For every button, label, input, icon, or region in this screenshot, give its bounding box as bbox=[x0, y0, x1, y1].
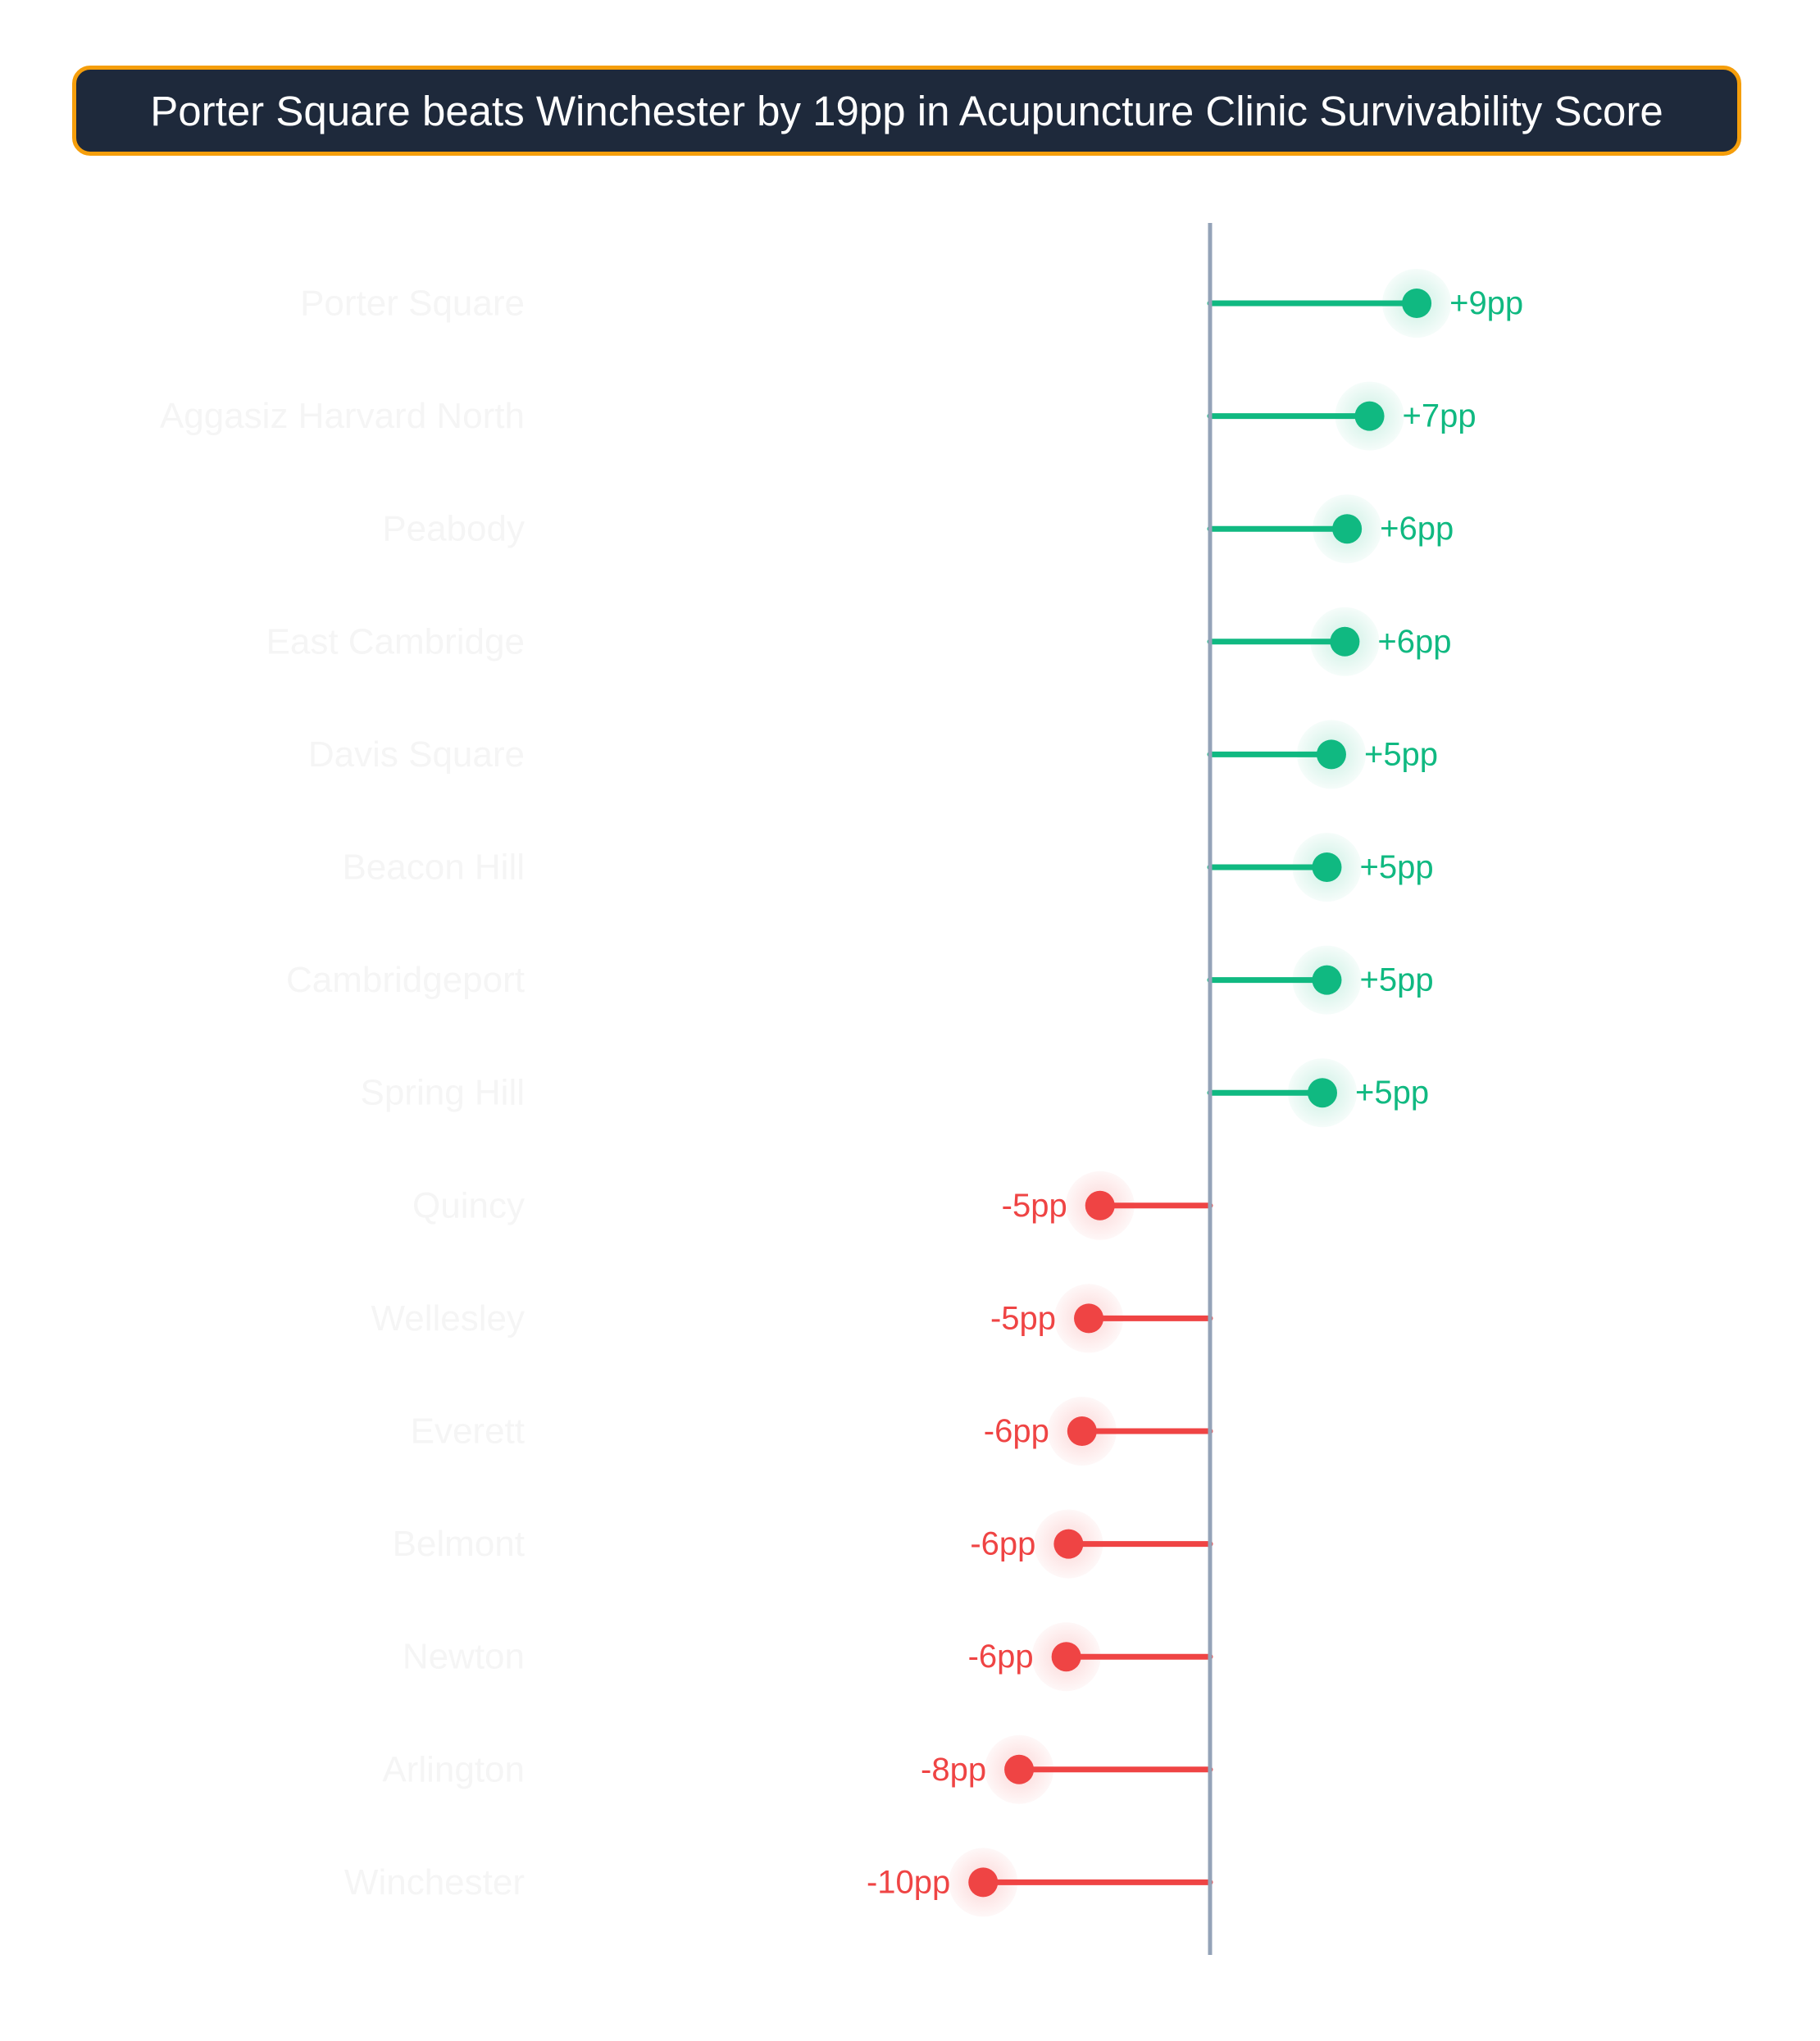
value-label: +9pp bbox=[1449, 285, 1523, 321]
category-label: Everett bbox=[411, 1411, 525, 1452]
lollipop-dot bbox=[1332, 514, 1363, 544]
category-label: Spring Hill bbox=[360, 1073, 525, 1113]
value-label: -6pp bbox=[970, 1526, 1035, 1562]
category-label: Wellesley bbox=[371, 1298, 525, 1339]
chart-marks: Porter Square Aggasiz Harvard North Peabod… bbox=[160, 223, 1523, 1955]
value-label: -6pp bbox=[984, 1413, 1049, 1449]
lollipop-dot bbox=[968, 1867, 999, 1898]
value-label: +7pp bbox=[1403, 398, 1476, 434]
category-label: Newton bbox=[403, 1637, 525, 1677]
lollipop-dot bbox=[1316, 739, 1346, 770]
chart-title-box: Porter Square beats Winchester by 19pp i… bbox=[72, 66, 1741, 156]
lollipop-dot bbox=[1085, 1190, 1115, 1221]
lollipop-dot bbox=[1051, 1642, 1081, 1672]
category-label: Porter Square bbox=[300, 284, 525, 324]
lollipop-dot bbox=[1074, 1303, 1104, 1334]
lollipop-dot bbox=[1308, 1078, 1337, 1108]
lollipop-dot bbox=[1312, 965, 1342, 995]
value-label: -10pp bbox=[867, 1864, 950, 1900]
category-label: Beacon Hill bbox=[342, 848, 525, 888]
lollipop-dot bbox=[1402, 289, 1432, 318]
category-label: East Cambridge bbox=[266, 621, 525, 661]
value-label: +5pp bbox=[1364, 736, 1438, 772]
chart-title: Porter Square beats Winchester by 19pp i… bbox=[150, 87, 1663, 134]
category-label: Arlington bbox=[382, 1749, 525, 1789]
category-label: Cambridgeport bbox=[286, 960, 525, 1000]
lollipop-dot bbox=[1067, 1416, 1097, 1446]
lollipop-dot bbox=[1004, 1754, 1035, 1784]
value-label: -6pp bbox=[968, 1639, 1034, 1675]
value-label: +5pp bbox=[1359, 849, 1433, 885]
value-label: -5pp bbox=[990, 1300, 1056, 1336]
lollipop-dot bbox=[1354, 401, 1385, 431]
category-label: Peabody bbox=[382, 509, 525, 549]
value-label: -8pp bbox=[921, 1752, 986, 1788]
category-label: Quincy bbox=[412, 1185, 525, 1225]
lollipop-dot bbox=[1053, 1529, 1084, 1559]
value-label: -5pp bbox=[1002, 1188, 1067, 1224]
lollipop-dot bbox=[1330, 626, 1360, 657]
value-label: +6pp bbox=[1380, 511, 1454, 547]
value-label: +5pp bbox=[1355, 1075, 1429, 1111]
category-label: Aggasiz Harvard North bbox=[160, 396, 525, 436]
category-label: Winchester bbox=[344, 1862, 525, 1902]
lollipop-dot bbox=[1312, 852, 1342, 882]
category-label: Davis Square bbox=[308, 734, 525, 775]
value-label: +6pp bbox=[1377, 624, 1451, 660]
category-label: Belmont bbox=[393, 1524, 525, 1564]
value-label: +5pp bbox=[1359, 962, 1433, 998]
